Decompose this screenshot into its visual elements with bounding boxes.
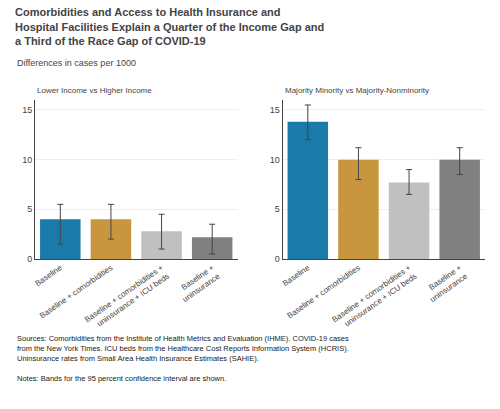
svg-text:Baseline: Baseline — [33, 263, 64, 288]
svg-text:Comorbidities and Access to He: Comorbidities and Access to Health Insur… — [15, 6, 324, 47]
svg-text:Baseline: Baseline — [281, 263, 312, 288]
svg-text:Sources: Comorbidities from th: Sources: Comorbidities from the Institut… — [17, 334, 349, 363]
svg-text:Lower Income vs Higher Income: Lower Income vs Higher Income — [37, 86, 152, 95]
svg-text:Baseline +uninsurance: Baseline +uninsurance — [422, 263, 469, 304]
svg-text:Differences in cases per 1000: Differences in cases per 1000 — [17, 58, 136, 68]
svg-text:0: 0 — [275, 254, 280, 264]
svg-text:5: 5 — [275, 204, 280, 214]
svg-text:Notes: Bands for the 95 percen: Notes: Bands for the 95 percent confiden… — [17, 374, 226, 383]
svg-text:Baseline + comorbidities: Baseline + comorbidities — [286, 263, 362, 320]
svg-text:Majority Minority vs Majority-: Majority Minority vs Majority-Nonminorit… — [285, 86, 429, 95]
svg-text:Baseline + comorbidities: Baseline + comorbidities — [38, 263, 114, 320]
svg-text:5: 5 — [27, 204, 32, 214]
svg-text:15: 15 — [270, 105, 280, 115]
svg-text:10: 10 — [22, 155, 32, 165]
svg-text:10: 10 — [270, 155, 280, 165]
svg-text:0: 0 — [27, 254, 32, 264]
svg-text:Baseline +uninsurance: Baseline +uninsurance — [175, 263, 222, 304]
svg-text:Baseline + comorbidities +unin: Baseline + comorbidities +uninsurance + … — [330, 263, 418, 333]
svg-text:15: 15 — [22, 105, 32, 115]
svg-text:Baseline + comorbidities +unin: Baseline + comorbidities +uninsurance + … — [83, 263, 171, 333]
